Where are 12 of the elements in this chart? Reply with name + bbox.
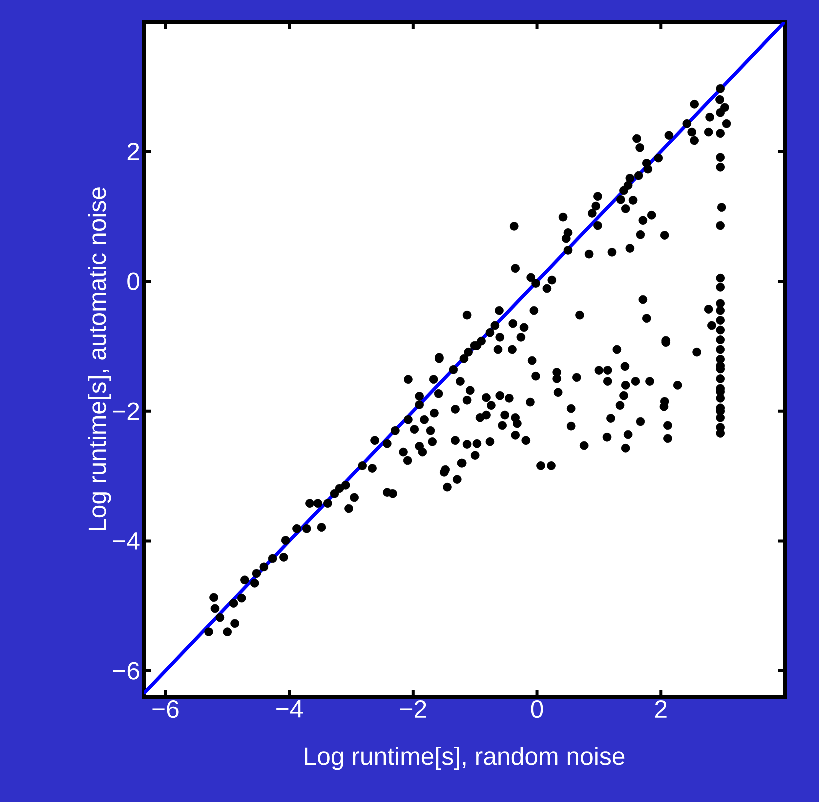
x-axis-title: Log runtime[s], random noise [305, 746, 625, 770]
x-tick-label: −2 [400, 700, 426, 718]
y-tick-label: −2 [113, 402, 140, 420]
x-tick-label: 0 [531, 700, 544, 718]
y-tick-label: −4 [113, 532, 140, 550]
y-tick-label: −6 [113, 662, 140, 680]
y-tick-label: 0 [128, 272, 140, 290]
x-tick-label: 2 [655, 700, 667, 718]
x-tick-label: −6 [152, 700, 179, 718]
x-tick-label: −4 [276, 700, 304, 718]
y-tick-label: 2 [128, 143, 140, 160]
y-axis-title: Log runtime[s], automatic noise [88, 188, 112, 530]
